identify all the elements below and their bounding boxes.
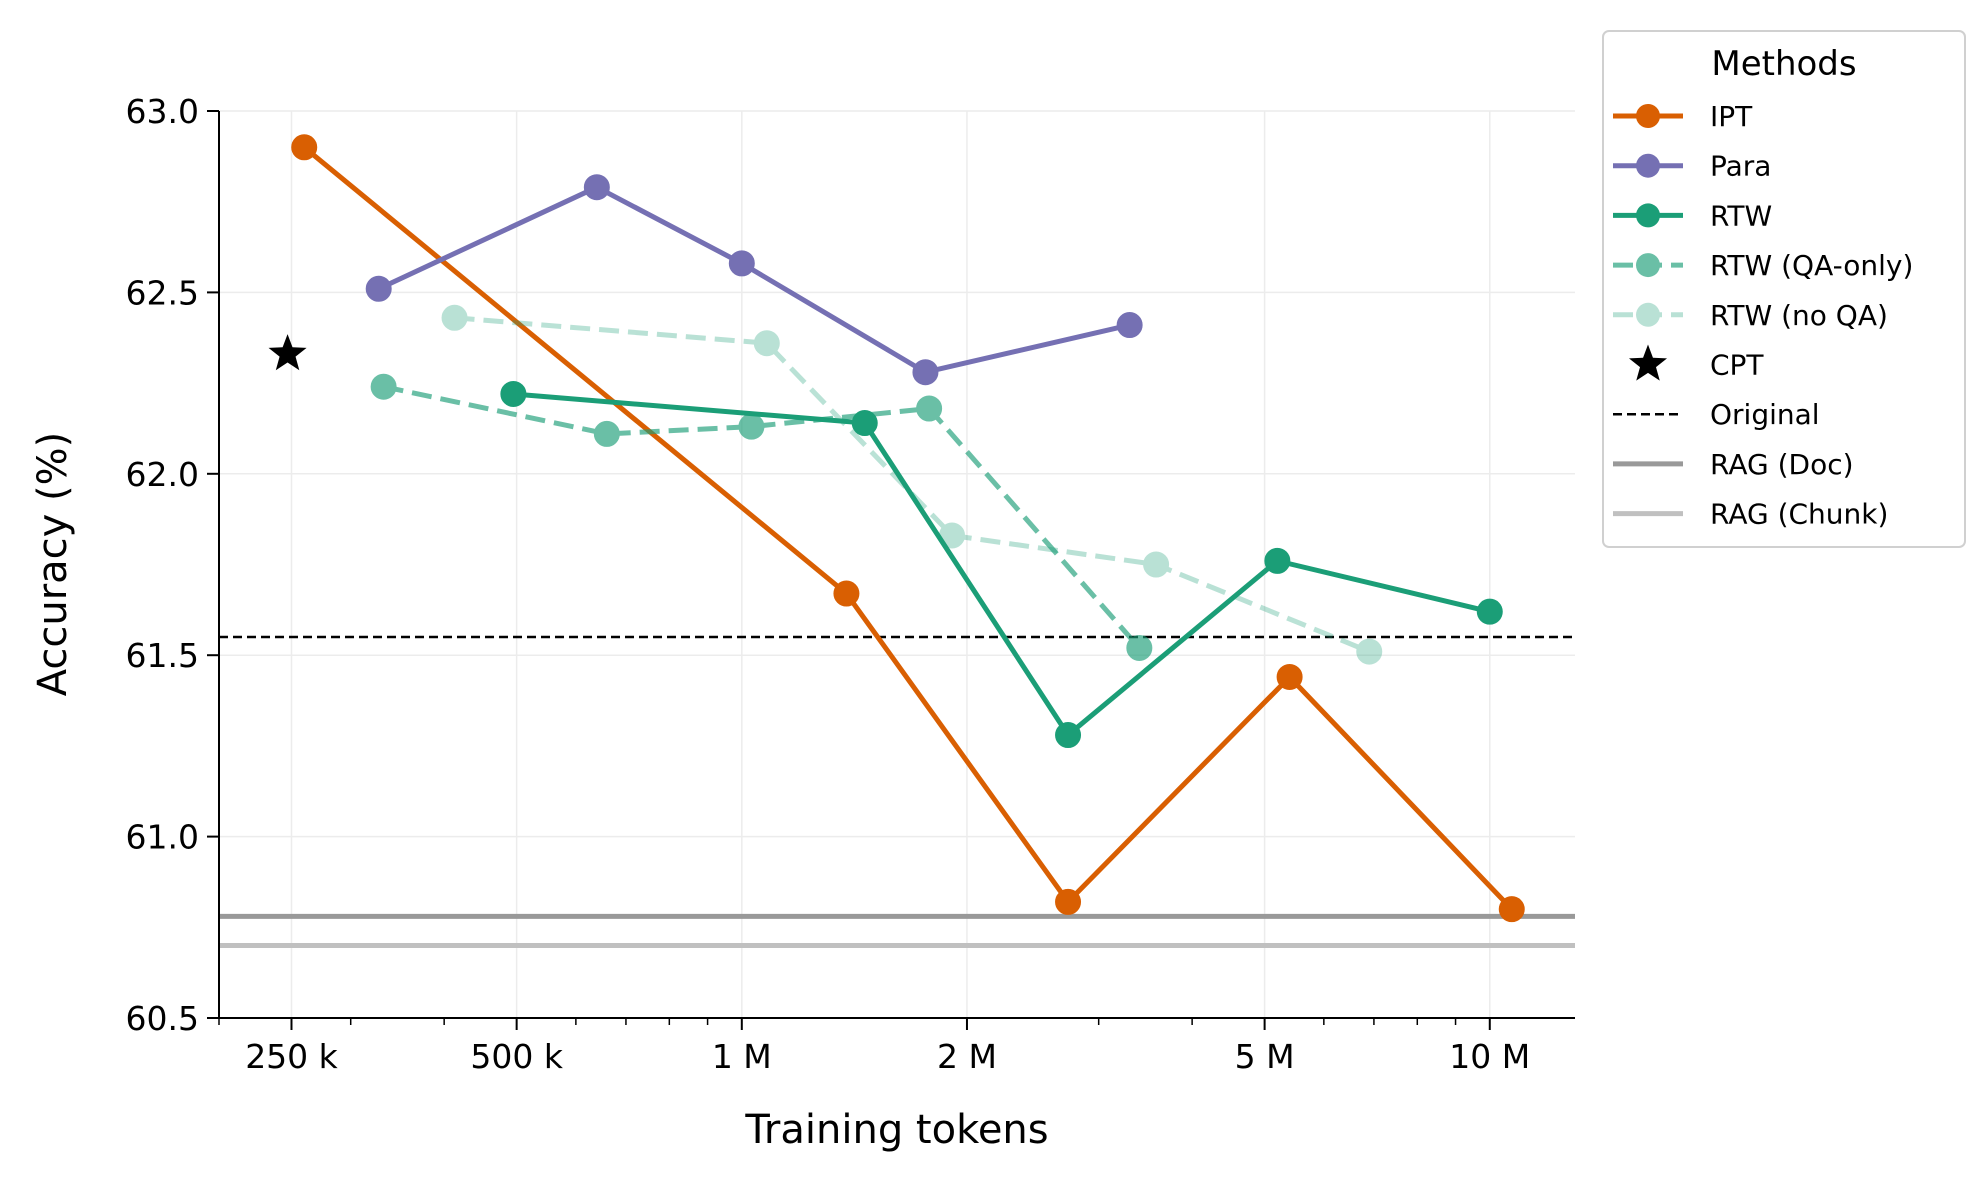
legend-swatch xyxy=(1613,253,1683,278)
x-tick-label: 250 k xyxy=(245,1037,338,1076)
legend-item-rtw: RTW xyxy=(1613,199,1772,232)
data-point-para xyxy=(1116,312,1143,339)
data-point-rtw-qa-only xyxy=(1126,634,1153,661)
legend-label: RTW (no QA) xyxy=(1710,299,1888,332)
data-point-rtw-no-qa xyxy=(939,522,966,549)
legend-item-original: Original xyxy=(1613,398,1820,431)
axes xyxy=(218,111,1575,1019)
y-tick-label: 63.0 xyxy=(126,92,199,131)
data-point-rtw-no-qa xyxy=(1356,638,1383,665)
x-tick-label: 10 M xyxy=(1449,1037,1530,1076)
series-line-ipt xyxy=(302,145,1514,911)
legend-label: RTW xyxy=(1710,199,1772,232)
data-point-ipt xyxy=(1498,896,1525,923)
y-tick-label: 62.0 xyxy=(126,455,199,494)
legend-swatch xyxy=(1613,203,1683,228)
grid xyxy=(219,110,1575,1019)
legend-title: Methods xyxy=(1711,44,1856,84)
legend-item-cpt: CPT xyxy=(1628,344,1764,382)
data-point-para xyxy=(583,174,610,201)
data-point-para xyxy=(912,359,939,386)
legend-item-para: Para xyxy=(1613,150,1771,183)
data-point-para xyxy=(365,275,392,302)
data-point-rtw-qa-only xyxy=(738,413,765,440)
data-point-cpt xyxy=(268,334,307,371)
y-tick-label: 61.0 xyxy=(126,818,199,857)
ticks: 60.5 61.0 61.5 62.0 62.5 63.0 250 k 500 k 1 M 2 M… xyxy=(126,92,1531,1076)
data-point-rtw-qa-only xyxy=(593,420,620,447)
legend-item-rtw-qa-only: RTW (QA-only) xyxy=(1613,249,1913,282)
legend-marker xyxy=(1636,302,1660,327)
legend-marker xyxy=(1636,104,1660,128)
legend-marker xyxy=(1636,253,1660,278)
legend-label: RTW (QA-only) xyxy=(1710,249,1913,282)
series-layer xyxy=(268,134,1525,923)
data-point-rtw-no-qa xyxy=(441,304,468,331)
legend-items: IPT Para RTW RTW (QA-only) RTW (no QA) CPT Ori… xyxy=(1613,100,1913,531)
series-line-rtw-no-qa xyxy=(454,315,1371,654)
legend-marker xyxy=(1628,344,1668,381)
legend-frame xyxy=(1602,30,1966,548)
y-axis-label: Accuracy (%) xyxy=(30,432,76,697)
data-point-rtw xyxy=(500,380,527,407)
series-rtw-no-qa xyxy=(441,304,1383,665)
y-tick-label: 62.5 xyxy=(126,273,199,312)
x-tick-label: 1 M xyxy=(712,1037,772,1076)
legend-label: CPT xyxy=(1710,349,1764,382)
data-point-rtw-no-qa xyxy=(1143,551,1170,578)
legend-item-ipt: IPT xyxy=(1613,100,1753,133)
y-tick-label: 61.5 xyxy=(126,636,199,675)
reference-lines xyxy=(219,635,1575,948)
legend-item-rtw-no-qa: RTW (no QA) xyxy=(1613,299,1888,332)
data-point-para xyxy=(728,250,755,277)
data-point-ipt xyxy=(833,580,860,607)
legend-item-rag-chunk: RAG (Chunk) xyxy=(1613,498,1888,531)
data-point-ipt xyxy=(291,134,318,161)
series-rtw xyxy=(500,380,1503,749)
legend-label: IPT xyxy=(1710,100,1753,133)
data-point-rtw-no-qa xyxy=(753,330,780,357)
data-point-rtw xyxy=(1476,598,1503,625)
legend-item-rag-doc: RAG (Doc) xyxy=(1613,448,1854,481)
legend-label: RAG (Chunk) xyxy=(1710,498,1888,531)
data-point-rtw-qa-only xyxy=(370,373,397,400)
series-rtw-qa-only xyxy=(370,373,1153,661)
data-point-rtw xyxy=(1264,547,1291,574)
legend-swatch xyxy=(1613,302,1683,327)
series-ipt xyxy=(291,134,1525,923)
series-line-rtw-qa-only xyxy=(383,384,1142,650)
legend-swatch xyxy=(1613,153,1683,178)
data-point-rtw xyxy=(1055,722,1082,749)
legend-label: Original xyxy=(1710,398,1820,431)
legend: Methods IPT Para RTW RTW (QA-only) RTW (no Q… xyxy=(1602,30,1966,548)
legend-swatch xyxy=(1613,104,1683,128)
data-point-ipt xyxy=(1055,888,1082,915)
x-tick-label: 500 k xyxy=(470,1037,563,1076)
x-tick-label: 5 M xyxy=(1235,1037,1295,1076)
legend-label: Para xyxy=(1710,150,1771,183)
legend-marker xyxy=(1636,203,1660,228)
series-line-rtw xyxy=(513,391,1491,738)
data-point-rtw-qa-only xyxy=(916,395,943,422)
y-tick-label: 60.5 xyxy=(126,999,199,1038)
legend-marker xyxy=(1636,153,1660,178)
x-axis-label: Training tokens xyxy=(744,1107,1048,1153)
x-tick-label: 2 M xyxy=(937,1037,997,1076)
data-point-ipt xyxy=(1276,663,1303,690)
series-para xyxy=(365,174,1143,386)
legend-label: RAG (Doc) xyxy=(1710,448,1854,481)
